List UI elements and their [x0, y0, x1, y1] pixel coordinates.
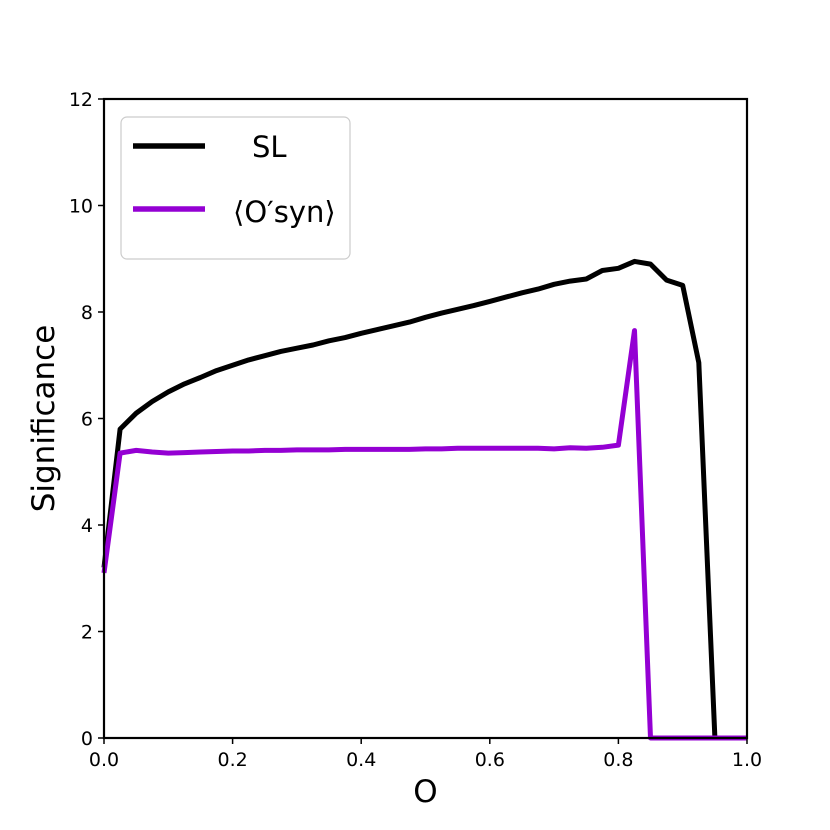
- x-axis: 0.0 0.2 0.4 0.6 0.8 1.0: [89, 738, 762, 771]
- x-tick-label: 0.8: [603, 749, 633, 771]
- y-tick-label: 2: [81, 622, 93, 644]
- y-tick-label: 10: [69, 196, 93, 218]
- y-axis-label: Significance: [26, 325, 62, 513]
- series-line-0: [101, 258, 747, 741]
- y-tick-label: 8: [81, 302, 93, 324]
- series-line-1: [101, 328, 747, 741]
- x-tick-label: 0.4: [346, 749, 376, 771]
- y-tick-label: 0: [81, 728, 93, 750]
- legend-label-sl: SL: [252, 130, 287, 164]
- x-tick-label: 1.0: [732, 749, 762, 771]
- y-tick-label: 6: [81, 409, 93, 431]
- series-layer: [101, 258, 747, 741]
- y-axis: 0 2 4 6 8 10 12: [69, 89, 104, 750]
- x-axis-label: O: [413, 774, 437, 810]
- legend-box: [120, 116, 351, 260]
- x-tick-label: 0.0: [89, 749, 119, 771]
- x-tick-label: 0.6: [475, 749, 505, 771]
- y-tick-label: 4: [81, 515, 93, 537]
- legend-label-osyn: ⟨O′syn⟩: [233, 195, 336, 229]
- legend: SL ⟨O′syn⟩: [120, 116, 351, 260]
- x-tick-label: 0.2: [217, 749, 247, 771]
- y-tick-label: 12: [69, 89, 93, 111]
